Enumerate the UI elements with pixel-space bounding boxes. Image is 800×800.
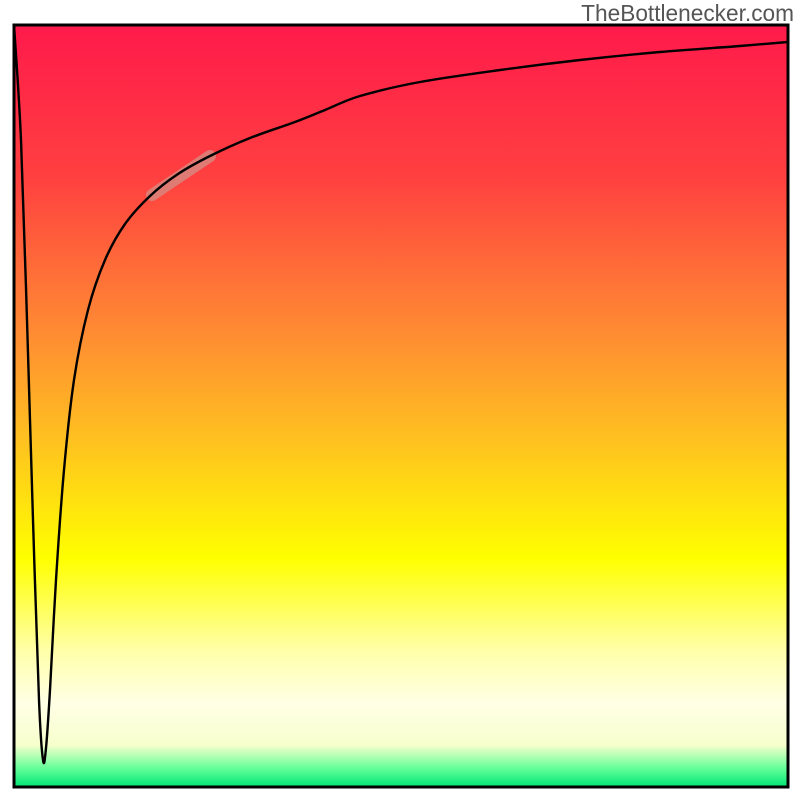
watermark-text: TheBottlenecker.com [581, 0, 794, 27]
bottleneck-chart [0, 0, 800, 800]
chart-container: TheBottlenecker.com [0, 0, 800, 800]
plot-background [14, 25, 788, 787]
